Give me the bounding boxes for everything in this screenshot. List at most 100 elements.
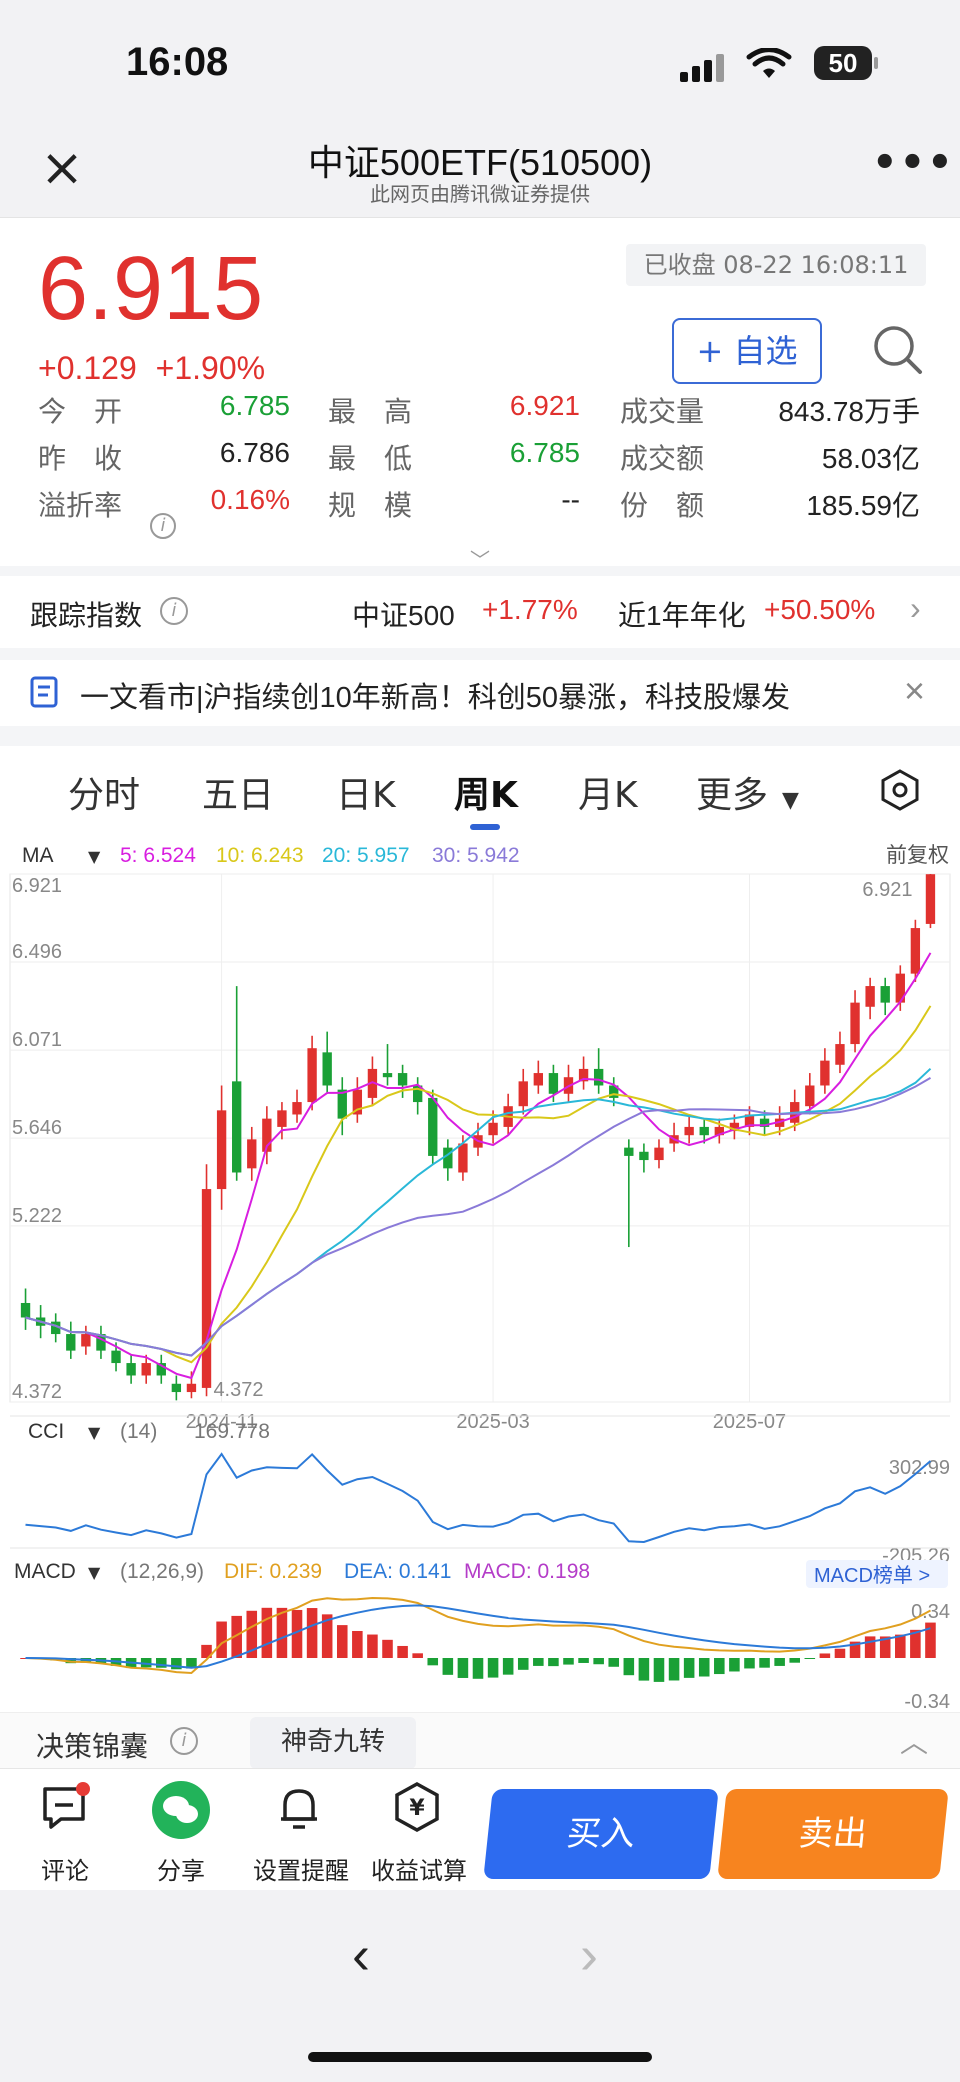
collapse-icon[interactable]: ︿ [900, 1727, 929, 1758]
wechat-icon [152, 1781, 210, 1839]
tab-intraday[interactable]: 分时 [68, 775, 141, 816]
macd-bar [533, 1658, 544, 1666]
candle-body [533, 1073, 544, 1086]
ma30-legend: 30: 5.942 [432, 844, 520, 867]
candle-body [714, 1126, 724, 1136]
macd-bar [306, 1608, 318, 1658]
decision-label: 决策锦囊 [36, 1731, 149, 1762]
comment-label: 评论 [41, 1857, 89, 1885]
macd-bar [502, 1658, 514, 1675]
tracking-index-row[interactable]: 跟踪指数 i 中证500 +1.77% 近1年年化 +50.50% › [0, 576, 960, 648]
status-bar: 16:08 50 [0, 0, 960, 120]
comment-button[interactable] [20, 1781, 110, 1837]
add-watchlist-button[interactable]: + 自选 [672, 318, 822, 384]
tab-5day[interactable]: 五日 [202, 775, 275, 816]
candle-body [201, 1189, 212, 1388]
macd-bar [638, 1658, 650, 1681]
stat-value: 6.785 [219, 390, 290, 421]
macd-dif: DIF: 0.239 [224, 1560, 322, 1583]
kline-chart-svg[interactable]: MA ▼ 5: 6.524 10: 6.243 20: 5.957 30: 5.942 前复… [0, 832, 960, 1713]
candle-body [247, 1139, 257, 1169]
sell-button[interactable]: 卖出 [717, 1789, 949, 1879]
candle-body [51, 1321, 61, 1335]
search-icon[interactable] [870, 322, 924, 376]
macd-bar [427, 1658, 439, 1666]
macd-bar [698, 1658, 710, 1677]
nine-turn-badge[interactable]: 神奇九转 [250, 1717, 416, 1769]
info-icon[interactable]: i [170, 1727, 198, 1755]
stat-value: 6.921 [509, 390, 580, 421]
candle-body [186, 1383, 197, 1393]
y-tick-label: 5.222 [12, 1205, 62, 1227]
candle-body [910, 928, 921, 974]
more-icon[interactable]: ••• [872, 140, 955, 186]
settings-icon[interactable] [878, 768, 922, 812]
candle-body [111, 1350, 121, 1364]
tab-more[interactable]: 更多 ▼ [696, 766, 799, 818]
cci-line [25, 1452, 932, 1544]
macd-bar [321, 1614, 333, 1658]
stat-value: 185.59亿 [806, 490, 920, 521]
macd-bar [65, 1658, 77, 1664]
tracking-label: 跟踪指数 [30, 600, 143, 631]
cci-value: 169.778 [194, 1420, 270, 1443]
candle-body [805, 1085, 815, 1107]
kline-tabs: 分时 五日 日K 周K 月K 更多 ▼ [0, 746, 960, 832]
ma5-legend: 5: 6.524 [120, 844, 196, 867]
candle-body [488, 1122, 498, 1136]
macd-bar [231, 1615, 242, 1658]
candle-body [654, 1147, 664, 1161]
forward-icon[interactable]: › [580, 1925, 598, 1985]
macd-params: (12,26,9) [120, 1560, 204, 1583]
candle-body [216, 1110, 227, 1190]
macd-bar [216, 1621, 227, 1658]
macd-legend-label: MACD [14, 1560, 76, 1583]
stat-label: 最 低 [328, 443, 413, 474]
share-button[interactable] [136, 1781, 226, 1843]
stat-label: 溢折率 [38, 490, 123, 521]
nav-bar: × 中证500ETF(510500) 此网页由腾讯微证券提供 ••• [0, 120, 960, 218]
candle-body [232, 1081, 242, 1173]
candle-body [337, 1089, 347, 1119]
candle-body [81, 1334, 91, 1347]
macd-bar [487, 1658, 499, 1678]
status-time: 16:08 [126, 40, 229, 84]
macd-bar [548, 1658, 559, 1667]
calc-label: 收益试算 [371, 1857, 467, 1885]
home-indicator [308, 2052, 652, 2062]
stat-label: 今 开 [38, 396, 123, 427]
alert-button[interactable] [254, 1781, 344, 1837]
macd-bar [819, 1653, 831, 1658]
close-news-icon[interactable]: × [904, 670, 926, 711]
bell-icon [281, 1789, 317, 1829]
tab-daily[interactable]: 日K [336, 775, 396, 816]
back-icon[interactable]: ‹ [352, 1925, 370, 1985]
yen-icon: ¥ [395, 1782, 439, 1832]
macd-bar [834, 1648, 846, 1658]
info-icon[interactable]: i [150, 513, 176, 539]
candle-body [865, 986, 875, 1007]
news-text: 一文看市|沪指续创10年新高！科创50暴涨，科技股爆发 [80, 682, 791, 714]
page-title: 中证500ETF(510500) [307, 142, 653, 183]
candle-body [624, 1147, 634, 1156]
macd-bar [367, 1634, 378, 1658]
tab-monthly[interactable]: 月K [578, 775, 638, 816]
buy-button[interactable]: 买入 [483, 1789, 719, 1879]
candle-body [292, 1102, 302, 1115]
candle-body [609, 1085, 619, 1098]
info-icon[interactable]: i [160, 597, 188, 625]
candle-body [20, 1302, 31, 1318]
chart-area[interactable]: MA ▼ 5: 6.524 10: 6.243 20: 5.957 30: 5.942 前复… [0, 832, 960, 1713]
battery-icon: 50 [814, 46, 878, 80]
alert-label: 设置提醒 [253, 1857, 349, 1885]
macd-bar [744, 1658, 755, 1669]
tab-weekly[interactable]: 周K [454, 775, 518, 816]
comment-icon [43, 1782, 90, 1829]
candle-body [352, 1089, 363, 1115]
candle-body [835, 1044, 845, 1065]
candle-body [895, 973, 905, 1003]
calc-button[interactable]: ¥ [372, 1781, 462, 1837]
news-banner[interactable]: 一文看市|沪指续创10年新高！科创50暴涨，科技股爆发 × [0, 660, 960, 726]
close-icon[interactable]: × [40, 138, 84, 198]
wifi-icon [746, 48, 792, 78]
